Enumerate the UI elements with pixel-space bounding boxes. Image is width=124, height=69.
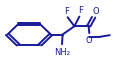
Text: NH₂: NH₂ [54, 48, 70, 57]
Text: O: O [93, 7, 99, 16]
Text: O: O [86, 36, 93, 45]
Text: F: F [64, 7, 69, 16]
Text: F: F [78, 6, 83, 15]
